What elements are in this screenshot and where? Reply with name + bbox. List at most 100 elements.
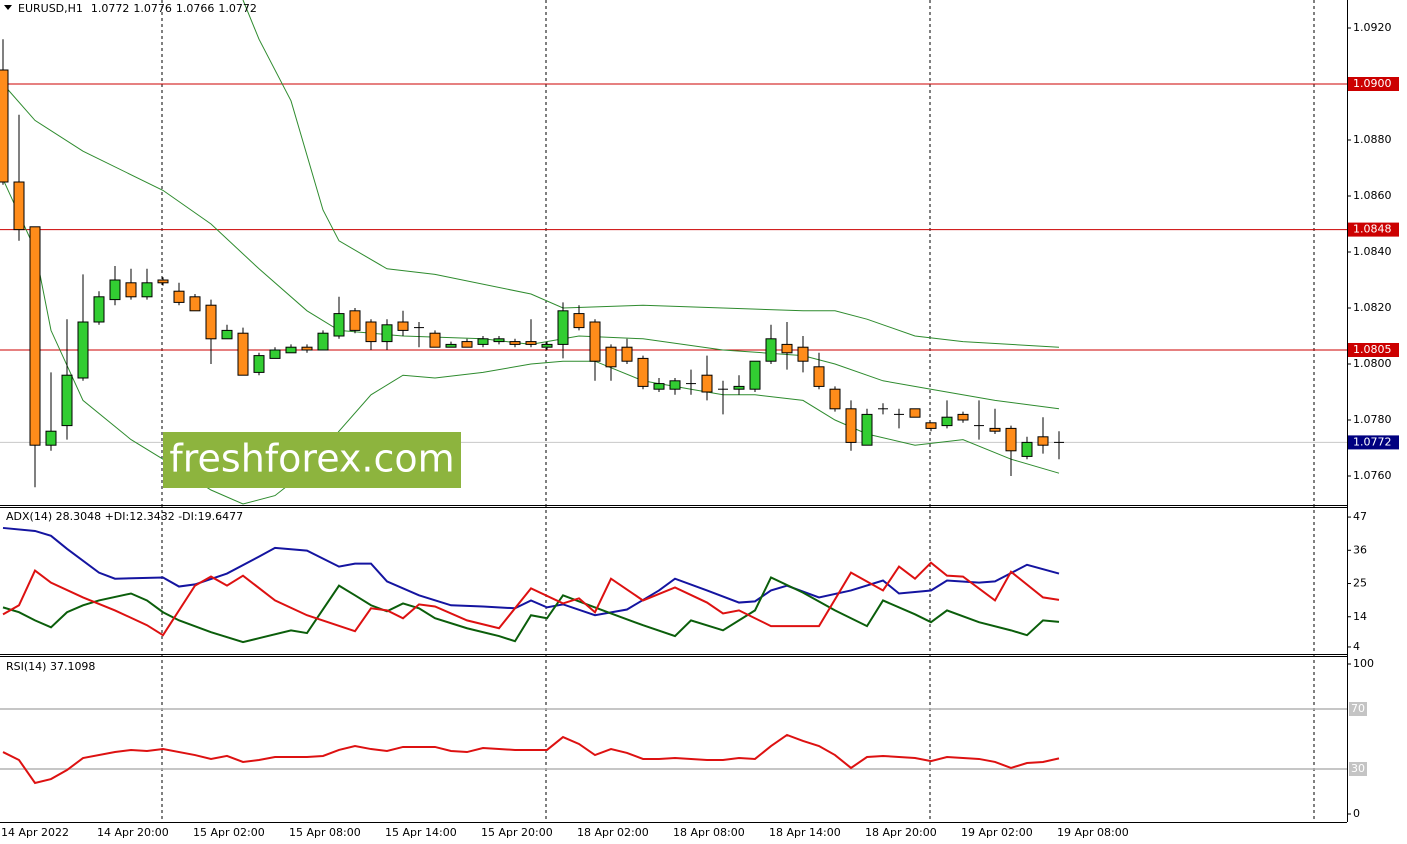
indicator-line <box>2 733 1060 785</box>
candle-body <box>941 416 953 427</box>
candle-body <box>701 374 713 393</box>
panel <box>0 708 1347 785</box>
x-tick-label: 18 Apr 08:00 <box>673 826 745 839</box>
ohlc-value: 1.0772 <box>218 2 257 15</box>
indicator-line <box>2 561 1060 637</box>
candle-body <box>173 290 185 303</box>
candle-body <box>189 296 201 312</box>
x-tick-label: 15 Apr 14:00 <box>385 826 457 839</box>
indicator-line <box>2 576 1060 644</box>
candle-body <box>813 366 825 387</box>
candle-body <box>0 69 9 183</box>
level-label-box <box>1349 762 1367 776</box>
last-price-label: 1.0772 <box>1353 435 1392 448</box>
candle-body <box>45 430 57 446</box>
x-tick-label: 18 Apr 20:00 <box>865 826 937 839</box>
ohlc-value: 1.0772 <box>91 2 130 15</box>
candle-body <box>749 360 761 390</box>
price-level-label: 1.0805 <box>1353 343 1392 356</box>
candle-body <box>925 422 937 429</box>
y-tick-label: 14 <box>1353 610 1367 623</box>
y-tick-label: 1.0840 <box>1353 245 1392 258</box>
candle-body <box>989 427 1001 432</box>
candle-body <box>525 341 537 345</box>
indicator-title: RSI(14) 37.1098 <box>6 660 95 673</box>
candle-body <box>301 346 313 351</box>
candle-body <box>237 332 249 376</box>
x-tick-label: 18 Apr 02:00 <box>577 826 649 839</box>
ohlc-value: 1.0766 <box>176 2 215 15</box>
candle-body <box>29 226 41 446</box>
candle-body <box>733 385 745 390</box>
candle-body <box>93 296 105 323</box>
candle-body <box>365 321 377 343</box>
candle-body <box>221 329 233 340</box>
x-tick-label: 14 Apr 2022 <box>1 826 69 839</box>
y-tick-label: 1.0760 <box>1353 469 1392 482</box>
candle-body <box>205 304 217 340</box>
candle-body <box>285 346 297 354</box>
candle-body <box>781 343 793 354</box>
panel <box>2 526 1060 644</box>
candle-body <box>141 282 153 298</box>
panel <box>0 0 1347 505</box>
chart-title: EURUSD,H1 <box>18 2 83 15</box>
price-level-label: 1.0900 <box>1353 77 1392 90</box>
y-tick-label: 47 <box>1353 510 1367 523</box>
price-level-box <box>1348 77 1399 91</box>
watermark: freshforex.com <box>169 437 454 481</box>
indicator-line <box>2 526 1060 617</box>
watermark-box <box>163 432 461 488</box>
candle-body <box>157 279 169 284</box>
candle-body <box>957 413 969 421</box>
level-label: 70 <box>1351 702 1365 715</box>
candle-body <box>829 388 841 410</box>
x-tick-label: 14 Apr 20:00 <box>97 826 169 839</box>
candle-body <box>109 279 121 301</box>
candle-body <box>445 343 457 348</box>
candle-body <box>557 310 569 345</box>
candle-body <box>253 355 265 373</box>
y-tick-label: 0 <box>1353 807 1360 820</box>
candle-body <box>477 338 489 345</box>
band-line <box>2 83 1060 410</box>
symbol-menu-icon[interactable] <box>4 5 12 10</box>
candle-body <box>589 321 601 362</box>
y-tick-label: 1.0860 <box>1353 189 1392 202</box>
y-tick-label: 1.0800 <box>1353 357 1392 370</box>
candle-body <box>1037 436 1049 446</box>
x-tick-label: 15 Apr 08:00 <box>289 826 361 839</box>
level-label: 30 <box>1351 762 1365 775</box>
price-level-label: 1.0848 <box>1353 223 1392 236</box>
candle-body <box>429 332 441 348</box>
y-tick-label: 1.0820 <box>1353 301 1392 314</box>
candle-body <box>77 321 89 379</box>
ohlc-value: 1.0776 <box>133 2 172 15</box>
candle-body <box>509 341 521 345</box>
candle-body <box>797 346 809 362</box>
candle-body <box>381 324 393 343</box>
y-tick-label: 25 <box>1353 577 1367 590</box>
candle-body <box>493 338 505 343</box>
candle-body <box>845 408 857 443</box>
candle-body <box>461 341 473 348</box>
candle-body <box>1005 427 1017 452</box>
y-tick-label: 36 <box>1353 543 1367 556</box>
candle-body <box>861 413 873 446</box>
indicator-title: ADX(14) 28.3048 +DI:12.3432 -DI:19.6477 <box>6 510 243 523</box>
candle-body <box>61 374 73 427</box>
x-tick-label: 19 Apr 08:00 <box>1057 826 1129 839</box>
x-tick-label: 19 Apr 02:00 <box>961 826 1033 839</box>
x-tick-label: 18 Apr 14:00 <box>769 826 841 839</box>
candle-body <box>125 282 137 298</box>
candle-body <box>909 408 921 418</box>
price-level-box <box>1348 222 1399 237</box>
candle-body <box>317 332 329 351</box>
y-tick-label: 1.0920 <box>1353 21 1392 34</box>
candle-body <box>269 349 281 359</box>
candle-body <box>349 310 361 331</box>
candle-body <box>653 383 665 390</box>
x-tick-label: 15 Apr 20:00 <box>481 826 553 839</box>
price-level-box <box>1348 343 1399 357</box>
